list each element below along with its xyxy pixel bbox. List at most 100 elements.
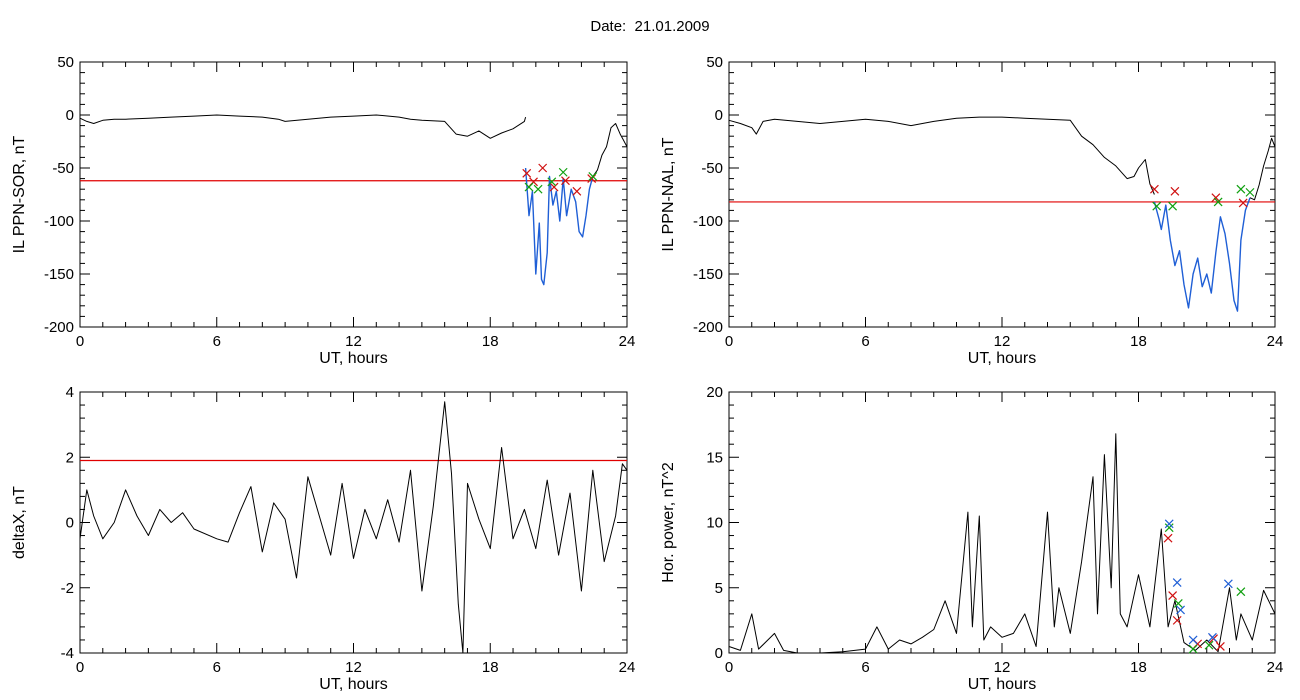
- y-tick-label: 0: [715, 645, 723, 662]
- x-tick-label: 6: [213, 659, 221, 676]
- cross-marker: [1173, 598, 1183, 608]
- x-tick-label: 18: [1130, 333, 1147, 350]
- cross-marker: [1172, 615, 1182, 625]
- cross-marker: [547, 177, 557, 187]
- cross-marker: [1223, 579, 1233, 589]
- y-axis-title: Hor. power, nT^2: [660, 462, 677, 583]
- x-tick-label: 12: [345, 659, 362, 676]
- x-axis-title: UT, hours: [968, 350, 1036, 367]
- x-axis-title: UT, hours: [968, 676, 1036, 693]
- panel-hor-power: 0 6 12 18 24 0 5 10 15 20 UT, hours Hor. power, nT^…: [660, 384, 1283, 693]
- y-tick-label: -4: [61, 645, 74, 662]
- y-tick-label: 4: [66, 384, 74, 401]
- cross-marker: [538, 163, 548, 173]
- x-tick-label: 0: [725, 333, 733, 350]
- x-axis-title: UT, hours: [319, 350, 387, 367]
- cross-marker: [561, 176, 570, 186]
- cross-marker: [588, 172, 598, 181]
- x-tick-label: 24: [619, 659, 636, 676]
- cross-marker: [1168, 591, 1178, 601]
- x-tick-label: 12: [994, 333, 1011, 350]
- cross-marker: [1152, 201, 1162, 211]
- y-tick-label: 50: [57, 54, 74, 71]
- cross-marker: [1204, 640, 1214, 650]
- cross-marker: [587, 174, 597, 184]
- y-tick-label: -150: [693, 266, 723, 283]
- cross-marker: [1188, 644, 1198, 654]
- x-tick-label: 24: [619, 333, 636, 350]
- x-tick-label: 0: [76, 659, 84, 676]
- y-tick-label: 10: [706, 515, 723, 532]
- plot-frame: [728, 391, 1276, 654]
- x-tick-label: 18: [1130, 659, 1147, 676]
- y-tick-label: -200: [44, 319, 74, 336]
- x-tick-label: 0: [76, 333, 84, 350]
- y-tick-label: 0: [66, 107, 74, 124]
- cross-marker: [1213, 197, 1223, 207]
- cross-marker: [549, 182, 559, 192]
- cross-marker: [572, 186, 582, 196]
- y-tick-label: 20: [706, 384, 723, 401]
- series-line-highlight: [1153, 197, 1251, 312]
- cross-marker: [1164, 519, 1174, 529]
- cross-marker: [533, 184, 543, 194]
- y-tick-label: -50: [52, 160, 74, 177]
- x-tick-label: 12: [345, 333, 362, 350]
- x-tick-label: 12: [994, 659, 1011, 676]
- cross-marker: [1208, 632, 1217, 642]
- cross-marker: [1176, 605, 1186, 615]
- y-tick-label: 0: [715, 107, 723, 124]
- cross-marker: [1164, 523, 1174, 533]
- panel-ppn-nal: 0 6 12 18 24 -200 -150 -100 -50 0 50 UT, hours IL PP…: [660, 54, 1283, 367]
- x-tick-label: 6: [861, 659, 869, 676]
- y-axis-title: IL PPN-SOR, nT: [11, 135, 28, 253]
- series-line: [79, 401, 628, 654]
- x-tick-label: 6: [861, 333, 869, 350]
- series-line: [79, 114, 527, 139]
- y-tick-label: -100: [693, 213, 723, 230]
- cross-marker: [1236, 587, 1246, 597]
- plot-frame: [79, 61, 628, 328]
- x-tick-label: 18: [482, 659, 499, 676]
- y-tick-label: 0: [66, 515, 74, 532]
- cross-marker: [524, 182, 534, 192]
- y-axis-title: deltaX, nT: [11, 486, 28, 559]
- page-title: Date: 21.01.2009: [590, 18, 710, 35]
- y-axis-title: IL PPN-NAL, nT: [660, 137, 677, 251]
- panel-ppn-sor: 0 6 12 18 24 -200 -150 -100 -50 0 50 UT, hours IL PP…: [11, 54, 635, 367]
- cross-marker: [1172, 578, 1182, 587]
- series-line: [728, 433, 1276, 654]
- series-line: [1249, 137, 1276, 201]
- cross-marker: [1150, 184, 1159, 194]
- y-tick-label: -200: [693, 319, 723, 336]
- y-tick-label: -50: [701, 160, 723, 177]
- cross-marker: [1168, 201, 1178, 211]
- cross-marker: [1238, 198, 1248, 208]
- x-tick-label: 24: [1267, 333, 1284, 350]
- x-axis-title: UT, hours: [319, 676, 387, 693]
- series-line: [592, 123, 628, 177]
- cross-marker: [1188, 635, 1198, 645]
- plot-frame: [79, 391, 628, 654]
- cross-marker: [1211, 193, 1221, 203]
- cross-marker: [1170, 186, 1180, 196]
- y-tick-label: -100: [44, 213, 74, 230]
- x-tick-label: 24: [1267, 659, 1284, 676]
- x-tick-label: 0: [725, 659, 733, 676]
- y-tick-label: 5: [715, 580, 723, 597]
- x-tick-label: 6: [213, 333, 221, 350]
- y-tick-label: -2: [61, 580, 74, 597]
- cross-marker: [522, 168, 532, 178]
- x-tick-label: 18: [482, 333, 499, 350]
- y-tick-label: 15: [706, 449, 723, 466]
- cross-marker: [1245, 187, 1255, 197]
- plot-frame: [728, 61, 1276, 328]
- y-tick-label: -150: [44, 266, 74, 283]
- y-tick-label: 50: [706, 54, 723, 71]
- series-line: [728, 116, 1155, 195]
- series-line-highlight: [524, 167, 594, 286]
- cross-marker: [1163, 533, 1173, 543]
- cross-marker: [558, 167, 568, 177]
